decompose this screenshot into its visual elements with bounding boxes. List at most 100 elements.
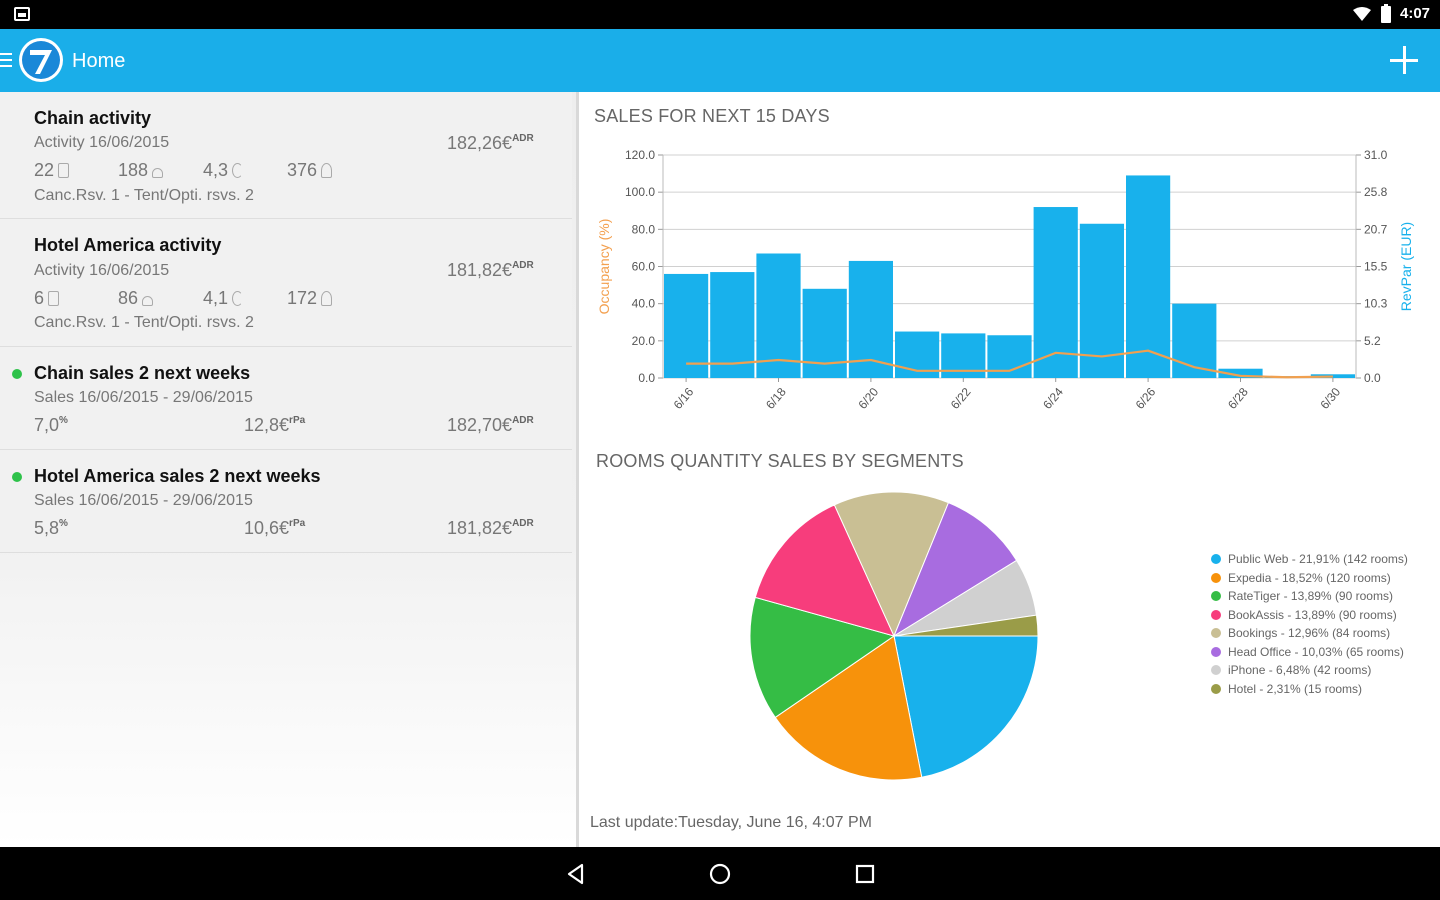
legend-swatch: [1211, 665, 1221, 676]
card-footer: Canc.Rsv. 1 - Tent/Opti. rsvs. 2: [34, 314, 254, 331]
x-tick-label: 6/28: [1225, 385, 1251, 412]
stat-rooms: 188: [118, 160, 164, 181]
occupancy-value: 5,8%: [34, 518, 68, 538]
pie-slice: [774, 635, 923, 781]
occupancy-value: 7,0%: [34, 415, 68, 435]
moon-icon: [232, 163, 244, 178]
stat-guests: 376: [287, 160, 333, 181]
recents-icon[interactable]: [852, 861, 878, 887]
y-tick-label: 100.0: [625, 185, 655, 199]
adr-value: 182,26€ADR: [447, 133, 534, 153]
legend-swatch: [1211, 609, 1221, 620]
pie-slice: [893, 635, 1039, 778]
menu-icon[interactable]: [0, 53, 12, 67]
card-chain-sales[interactable]: Chain sales 2 next weeks Sales 16/06/201…: [0, 347, 572, 450]
y2-axis-title: RevPar (EUR): [1398, 222, 1414, 311]
add-icon[interactable]: [1388, 44, 1420, 76]
status-bar: 4:07: [0, 0, 1440, 29]
legend-item: iPhone - 6,48% (42 rooms): [1211, 661, 1408, 680]
stat-guests: 172: [287, 288, 333, 309]
y-tick-label: 20.0: [632, 334, 656, 348]
legend-swatch: [1211, 628, 1221, 639]
card-title: Chain sales 2 next weeks: [34, 363, 251, 383]
charts-panel: SALES FOR NEXT 15 DAYS ROOMS QUANTITY SA…: [579, 92, 1440, 847]
x-tick-label: 6/26: [1133, 385, 1159, 412]
legend-swatch: [1211, 572, 1221, 583]
bar: [1079, 223, 1124, 378]
moon-icon: [232, 291, 244, 306]
bar: [1126, 175, 1171, 378]
y-tick-label: 0.0: [638, 371, 655, 385]
pie-slice: [749, 596, 896, 719]
adr-value: 181,82€ADR: [447, 518, 534, 538]
pie-slice: [833, 491, 950, 638]
y2-tick-label: 25.8: [1364, 185, 1388, 199]
stat-reservations: 22: [34, 160, 70, 181]
y-tick-label: 80.0: [632, 222, 656, 236]
legend-swatch: [1211, 646, 1221, 657]
pie-chart-title: ROOMS QUANTITY SALES BY SEGMENTS: [596, 451, 964, 471]
y2-tick-label: 20.7: [1364, 222, 1388, 236]
status-time: 4:07: [1400, 5, 1431, 22]
legend-label: Public Web - 21,91% (142 rooms): [1228, 552, 1408, 567]
revpar-line: [686, 349, 1333, 379]
legend-item: Expedia - 18,52% (120 rooms): [1211, 569, 1408, 588]
pie-slice: [893, 614, 1039, 637]
bed-icon: [142, 296, 154, 306]
adr-value: 181,82€ADR: [447, 260, 534, 280]
revpar-value: 10,6€rPa: [244, 518, 306, 538]
card-footer: Canc.Rsv. 1 - Tent/Opti. rsvs. 2: [34, 187, 254, 204]
x-tick-label: 6/30: [1317, 385, 1343, 412]
status-dot: [12, 472, 22, 482]
stat-nights: 4,1: [203, 288, 244, 309]
reservations-icon: [58, 163, 70, 178]
card-hotel-activity[interactable]: Hotel America activity Activity 16/06/20…: [0, 219, 572, 347]
card-subtitle: Sales 16/06/2015 - 29/06/2015: [34, 492, 253, 509]
legend-label: Expedia - 18,52% (120 rooms): [1228, 570, 1391, 585]
navigation-bar: [0, 847, 1440, 900]
activity-list: Chain activity Activity 16/06/2015 182,2…: [0, 92, 576, 847]
stat-reservations: 6: [34, 288, 60, 309]
y2-tick-label: 31.0: [1364, 148, 1388, 162]
legend-item: BookAssis - 13,89% (90 rooms): [1211, 606, 1408, 625]
bar: [848, 260, 893, 378]
card-subtitle: Activity 16/06/2015: [34, 262, 170, 279]
legend-swatch: [1211, 554, 1221, 565]
revpar-value: 12,8€rPa: [244, 415, 306, 435]
last-update: Last update:Tuesday, June 16, 4:07 PM: [590, 814, 872, 831]
legend-label: BookAssis - 13,89% (90 rooms): [1228, 607, 1397, 622]
x-tick-label: 6/20: [855, 385, 881, 412]
bar: [1218, 368, 1263, 378]
bed-icon: [152, 168, 164, 178]
card-hotel-sales[interactable]: Hotel America sales 2 next weeks Sales 1…: [0, 450, 572, 553]
status-dot: [12, 369, 22, 379]
legend-label: iPhone - 6,48% (42 rooms): [1228, 663, 1372, 678]
sales-chart-title: SALES FOR NEXT 15 DAYS: [594, 106, 830, 126]
y2-tick-label: 15.5: [1364, 260, 1388, 274]
bar: [756, 253, 801, 378]
panel-divider: [576, 92, 579, 847]
stat-rooms: 86: [118, 288, 154, 309]
y2-tick-label: 0.0: [1364, 371, 1381, 385]
y-axis-title: Occupancy (%): [596, 219, 612, 315]
pie-slice: [892, 502, 1018, 638]
legend-label: Head Office - 10,03% (65 rooms): [1228, 644, 1404, 659]
wifi-icon: [1353, 7, 1371, 21]
bar: [1310, 374, 1355, 378]
y-tick-label: 40.0: [632, 297, 656, 311]
x-tick-label: 6/22: [948, 385, 974, 412]
card-subtitle: Sales 16/06/2015 - 29/06/2015: [34, 389, 253, 406]
card-title: Chain activity: [34, 108, 152, 128]
legend-label: Hotel - 2,31% (15 rooms): [1228, 681, 1363, 696]
legend-label: Bookings - 12,96% (84 rooms): [1228, 626, 1391, 641]
app-logo[interactable]: [18, 37, 64, 83]
bar: [710, 272, 755, 378]
y2-tick-label: 5.2: [1364, 334, 1381, 348]
card-chain-activity[interactable]: Chain activity Activity 16/06/2015 182,2…: [0, 92, 572, 219]
x-tick-label: 6/16: [671, 385, 697, 412]
back-icon[interactable]: [563, 861, 589, 887]
home-icon[interactable]: [707, 861, 733, 887]
y-tick-label: 60.0: [632, 260, 656, 274]
reservations-icon: [48, 291, 60, 306]
legend-swatch: [1211, 591, 1221, 602]
